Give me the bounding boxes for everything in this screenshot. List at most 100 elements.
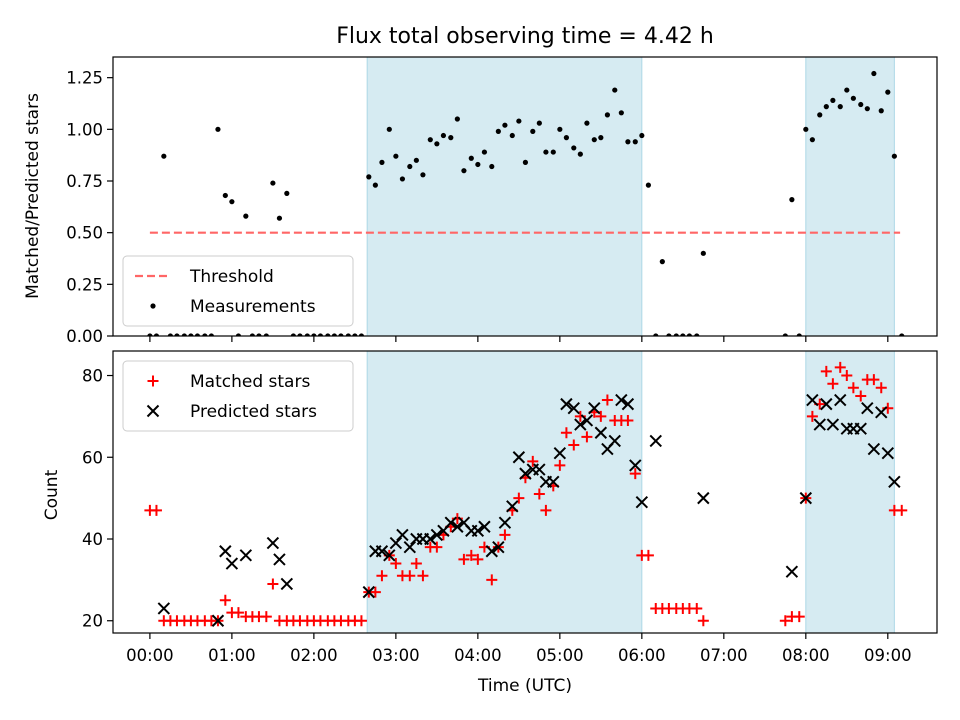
predicted-point bbox=[375, 545, 389, 558]
matched-point bbox=[513, 492, 525, 504]
predicted-point bbox=[280, 577, 294, 591]
measurement-point bbox=[817, 112, 823, 118]
legend-measurement-swatch bbox=[150, 303, 156, 309]
predicted-point bbox=[266, 536, 280, 550]
measurement-point bbox=[386, 126, 392, 132]
observing-window bbox=[805, 350, 895, 634]
legend-predicted-swatch bbox=[146, 404, 160, 418]
legend-box bbox=[122, 255, 354, 327]
predicted-point bbox=[273, 553, 286, 566]
measurement-point bbox=[475, 161, 481, 168]
measurement-point bbox=[352, 333, 358, 336]
predicted-point bbox=[533, 463, 546, 476]
predicted-point bbox=[588, 402, 601, 415]
series-dot bbox=[147, 70, 905, 336]
matched-point bbox=[260, 611, 272, 623]
measurement-point bbox=[481, 149, 488, 155]
measurement-point bbox=[489, 163, 495, 170]
predicted-point bbox=[567, 402, 580, 415]
y-tick-label: 40 bbox=[82, 530, 103, 549]
measurement-point bbox=[830, 97, 836, 103]
measurement-point bbox=[577, 151, 583, 157]
measurement-point bbox=[618, 110, 624, 116]
predicted-point bbox=[444, 516, 458, 529]
predicted-point bbox=[629, 459, 642, 472]
measurement-point bbox=[680, 333, 686, 336]
matched-point bbox=[834, 361, 846, 373]
predicted-point bbox=[649, 434, 662, 448]
matched-point bbox=[540, 504, 552, 516]
matched-point bbox=[622, 414, 634, 426]
measurement-point bbox=[468, 155, 474, 161]
predicted-point bbox=[512, 451, 526, 464]
measurement-point bbox=[522, 159, 529, 165]
axes-frame bbox=[112, 56, 938, 337]
x-tick-label: 03:00 bbox=[372, 646, 420, 665]
measurement-point bbox=[530, 128, 536, 134]
matched-point bbox=[431, 541, 443, 553]
legend-box bbox=[122, 360, 354, 432]
measurement-point bbox=[366, 174, 372, 180]
matched-point bbox=[499, 529, 511, 541]
predicted-point bbox=[498, 516, 512, 529]
measurement-point bbox=[844, 87, 850, 93]
predicted-point bbox=[580, 414, 594, 427]
matched-point bbox=[554, 459, 566, 471]
matched-point bbox=[486, 574, 498, 586]
measurement-point bbox=[782, 333, 788, 336]
legend-label: Measurements bbox=[190, 297, 316, 317]
measurement-point bbox=[194, 333, 201, 336]
measurement-point bbox=[235, 333, 242, 336]
matched-point bbox=[691, 602, 703, 614]
predicted-point bbox=[806, 393, 819, 407]
predicted-point bbox=[219, 545, 232, 558]
matched-point bbox=[827, 378, 839, 390]
measurement-point bbox=[208, 333, 214, 336]
predicted-point bbox=[881, 446, 895, 460]
predicted-point bbox=[867, 442, 881, 456]
measurement-point bbox=[789, 197, 795, 203]
measurement-point bbox=[325, 333, 331, 336]
matched-point bbox=[472, 553, 484, 565]
matched-point bbox=[642, 549, 654, 561]
matched-point bbox=[219, 594, 231, 606]
y-tick-label: 1.25 bbox=[66, 69, 103, 88]
measurement-point bbox=[256, 333, 262, 336]
measurement-point bbox=[536, 120, 542, 126]
measurement-point bbox=[153, 333, 160, 336]
predicted-point bbox=[875, 406, 888, 419]
predicted-point bbox=[506, 500, 519, 513]
predicted-point bbox=[362, 585, 376, 599]
measurement-point bbox=[850, 95, 856, 101]
x-tick-label: 08:00 bbox=[782, 646, 830, 665]
measurement-point bbox=[202, 333, 208, 336]
measurement-point bbox=[290, 333, 296, 336]
measurement-point bbox=[659, 259, 665, 265]
predicted-point bbox=[239, 549, 253, 562]
measurement-point bbox=[639, 132, 645, 139]
matched-point bbox=[855, 390, 867, 402]
measurement-point bbox=[625, 139, 631, 145]
measurement-point bbox=[188, 333, 194, 336]
measurement-point bbox=[837, 104, 843, 110]
predicted-point bbox=[225, 557, 239, 570]
measurement-point bbox=[885, 89, 891, 95]
x-tick-label: 02:00 bbox=[290, 646, 338, 665]
measurement-point bbox=[372, 182, 378, 188]
measurement-point bbox=[317, 333, 324, 336]
legend-label: Matched stars bbox=[190, 372, 310, 392]
x-tick-label: 01:00 bbox=[208, 646, 256, 665]
predicted-point bbox=[403, 540, 417, 554]
measurement-point bbox=[215, 126, 221, 132]
x-tick-label: 05:00 bbox=[536, 646, 584, 665]
measurement-point bbox=[304, 333, 310, 336]
matched-point bbox=[581, 431, 593, 443]
x-tick-label: 04:00 bbox=[454, 646, 502, 665]
predicted-point bbox=[157, 602, 171, 615]
chart-title: Flux total observing time = 4.42 h bbox=[336, 24, 714, 49]
measurement-point bbox=[297, 333, 303, 336]
measurement-point bbox=[796, 333, 802, 336]
measurement-point bbox=[270, 180, 276, 186]
measurement-point bbox=[440, 132, 447, 139]
